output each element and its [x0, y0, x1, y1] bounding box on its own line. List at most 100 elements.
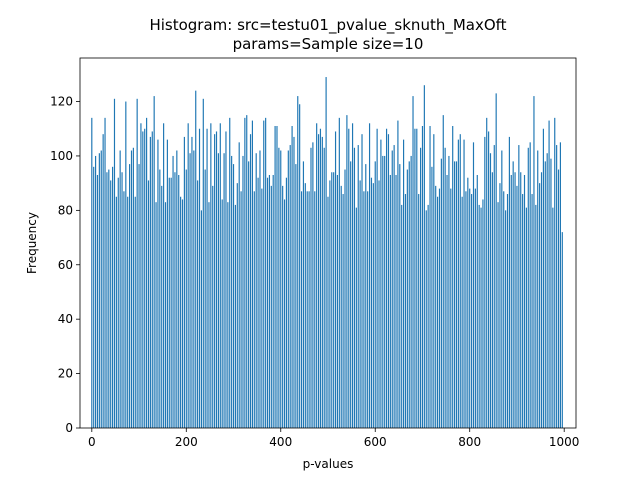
y-tick-label: 120	[50, 95, 73, 109]
histogram-bar	[446, 174, 448, 428]
histogram-bar	[319, 128, 322, 429]
histogram-bar	[244, 117, 246, 428]
histogram-bar	[159, 169, 161, 429]
histogram-bar	[170, 177, 172, 428]
histogram-bar	[421, 126, 424, 428]
histogram-bar	[397, 120, 399, 428]
histogram-bar	[259, 150, 261, 428]
y-tick-label: 40	[58, 312, 73, 326]
histogram-bar	[501, 150, 503, 428]
histogram-bar	[121, 172, 123, 428]
histogram-bar	[217, 153, 219, 428]
histogram-bar	[146, 117, 148, 428]
histogram-bar	[198, 128, 201, 429]
histogram-bar	[178, 174, 180, 428]
histogram-bar	[340, 185, 342, 428]
histogram-bar	[110, 180, 112, 428]
histogram-bar	[544, 161, 546, 428]
histogram-bar	[508, 136, 510, 428]
histogram-bar	[448, 155, 450, 428]
histogram-bar	[108, 169, 110, 429]
histogram-bar	[115, 196, 117, 428]
histogram-bar	[516, 185, 518, 428]
histogram-bar	[274, 126, 276, 428]
histogram-bar	[263, 120, 265, 428]
histogram-bar	[414, 128, 416, 429]
histogram-bar	[142, 131, 144, 428]
histogram-bar	[393, 145, 395, 428]
histogram-bar	[351, 123, 354, 428]
histogram-bar	[327, 196, 329, 428]
histogram-bar	[163, 123, 165, 428]
histogram-bar	[412, 96, 414, 428]
bars-group	[91, 77, 563, 429]
histogram-bar	[246, 115, 248, 428]
histogram-bar	[406, 169, 408, 429]
histogram-bar	[423, 85, 425, 429]
histogram-bar	[149, 136, 151, 428]
histogram-bar	[522, 194, 524, 428]
histogram-bar	[238, 142, 240, 428]
histogram-bar	[125, 101, 127, 428]
x-axis: 0 200 400 600 800 1000	[88, 428, 579, 449]
histogram-bar	[183, 136, 185, 428]
histogram-bar	[123, 191, 125, 428]
histogram-bar	[478, 204, 480, 428]
histogram-bar	[338, 117, 340, 428]
histogram-bar	[231, 155, 233, 428]
histogram-bar	[151, 131, 153, 428]
histogram-bar	[248, 161, 250, 428]
histogram-bar	[334, 131, 337, 428]
histogram-bar	[497, 202, 499, 428]
histogram-bar	[368, 123, 371, 428]
histogram-bar	[539, 183, 541, 428]
histogram-bar	[208, 202, 210, 428]
histogram-bar	[312, 142, 314, 428]
histogram-bar	[395, 174, 397, 428]
histogram-bar	[191, 136, 193, 428]
histogram-bar	[180, 196, 182, 428]
histogram-bar	[323, 147, 325, 428]
histogram-bar	[257, 177, 259, 428]
histogram-bar	[195, 90, 197, 429]
histogram-bar	[361, 134, 363, 428]
histogram-bar	[234, 204, 236, 428]
histogram-bar	[435, 185, 437, 428]
histogram-bar	[491, 172, 493, 428]
histogram-bar	[166, 139, 168, 428]
histogram-bar	[251, 120, 253, 428]
histogram-bar	[420, 147, 422, 428]
histogram-bar	[378, 180, 380, 428]
histogram-bar	[495, 93, 497, 429]
histogram-bar	[442, 115, 444, 428]
histogram-bar	[132, 147, 134, 428]
histogram-bar	[548, 120, 550, 428]
histogram-bar	[219, 123, 221, 428]
histogram-bar	[187, 123, 189, 428]
histogram-bar	[382, 155, 384, 428]
histogram-bar	[181, 199, 184, 428]
histogram-bar	[457, 139, 459, 428]
histogram-bar	[287, 150, 289, 428]
histogram-bar	[225, 131, 227, 428]
histogram-bar	[520, 172, 522, 428]
histogram-bar	[484, 136, 486, 428]
histogram-bar	[130, 150, 133, 428]
histogram-bar	[138, 164, 140, 428]
histogram-bar	[367, 191, 369, 428]
histogram-bar	[510, 174, 512, 428]
x-tick-label: 600	[364, 435, 387, 449]
histogram-bar	[310, 147, 312, 428]
histogram-bar	[408, 161, 410, 428]
histogram-bar	[204, 169, 206, 429]
histogram-bar	[144, 128, 146, 429]
histogram-bar	[472, 142, 475, 428]
histogram-bar	[91, 117, 93, 428]
histogram-bar	[331, 172, 333, 428]
histogram-bar	[556, 145, 558, 428]
histogram-bar	[278, 147, 280, 428]
histogram-bar	[119, 150, 121, 428]
histogram-bar	[489, 153, 492, 428]
histogram-bar	[506, 194, 509, 428]
histogram-bar	[153, 96, 155, 428]
